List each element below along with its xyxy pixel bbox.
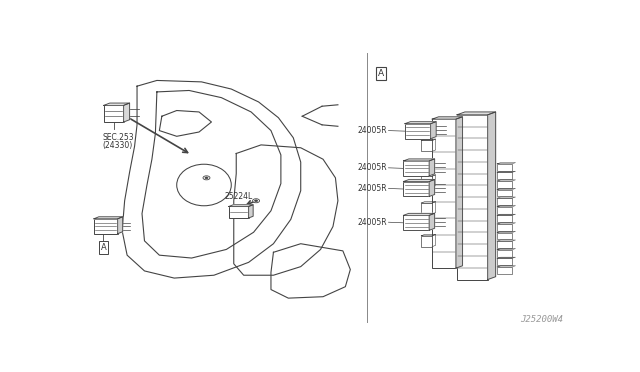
Bar	[421, 176, 432, 187]
Polygon shape	[248, 205, 253, 218]
Bar	[497, 207, 512, 214]
Bar	[497, 267, 512, 274]
Polygon shape	[104, 103, 129, 105]
Bar	[421, 141, 432, 151]
Text: 24005R: 24005R	[358, 163, 388, 172]
Text: A: A	[378, 69, 383, 78]
Circle shape	[253, 199, 260, 203]
Text: 25224L: 25224L	[225, 192, 253, 201]
Text: 24005R: 24005R	[358, 218, 388, 227]
Bar	[421, 203, 432, 214]
Text: SEC.253: SEC.253	[102, 134, 134, 142]
Polygon shape	[429, 159, 435, 176]
Bar	[229, 206, 248, 218]
Bar	[403, 182, 429, 196]
Bar	[403, 161, 429, 176]
Bar	[497, 224, 512, 231]
Bar	[497, 258, 512, 265]
Polygon shape	[124, 103, 129, 122]
Circle shape	[203, 176, 210, 180]
Bar	[497, 172, 512, 179]
Polygon shape	[403, 180, 435, 182]
Bar	[104, 105, 124, 122]
Polygon shape	[229, 205, 253, 206]
Polygon shape	[403, 159, 435, 161]
Circle shape	[205, 177, 208, 179]
Text: 24005R: 24005R	[358, 184, 388, 193]
Polygon shape	[456, 117, 463, 268]
Bar	[94, 219, 118, 234]
Polygon shape	[488, 112, 495, 279]
Bar	[403, 215, 429, 230]
Bar	[497, 164, 512, 171]
Text: (24330): (24330)	[102, 141, 132, 150]
Polygon shape	[403, 214, 435, 215]
Bar	[497, 241, 512, 248]
Text: J25200W4: J25200W4	[520, 315, 564, 324]
Bar	[405, 124, 431, 139]
Bar	[497, 181, 512, 188]
Polygon shape	[457, 112, 495, 115]
Bar	[497, 190, 512, 196]
Bar	[497, 250, 512, 257]
Polygon shape	[118, 217, 123, 234]
Text: A: A	[100, 243, 106, 252]
Polygon shape	[94, 217, 123, 219]
Polygon shape	[429, 214, 435, 230]
Circle shape	[255, 200, 257, 202]
Bar	[421, 236, 432, 247]
Bar	[497, 215, 512, 222]
Bar	[432, 119, 456, 268]
Polygon shape	[431, 122, 436, 139]
Polygon shape	[432, 117, 463, 119]
Polygon shape	[429, 180, 435, 196]
Polygon shape	[405, 122, 436, 124]
Bar	[497, 232, 512, 240]
Bar	[497, 198, 512, 205]
Text: 24005R: 24005R	[358, 126, 388, 135]
Bar	[457, 115, 488, 279]
